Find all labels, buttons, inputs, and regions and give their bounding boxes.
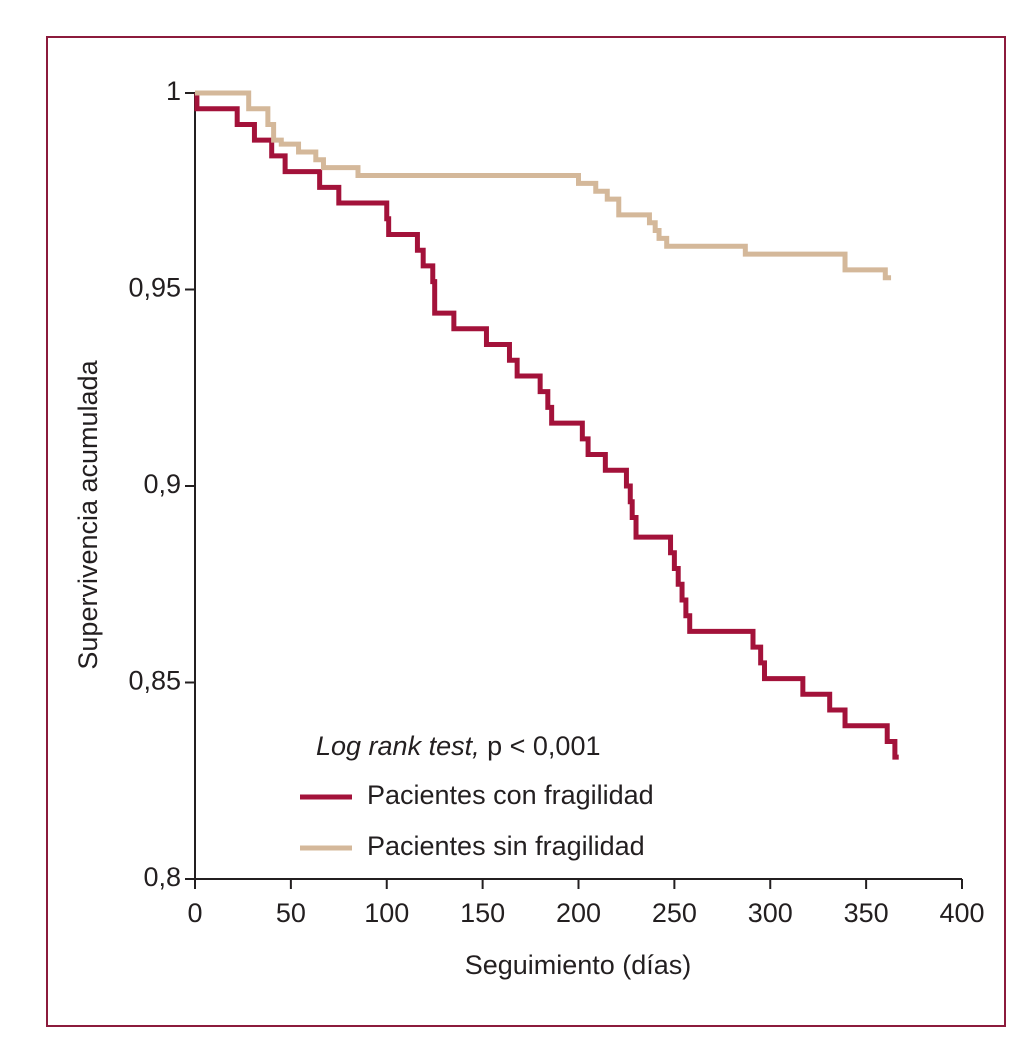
x-tick-label: 350: [844, 898, 889, 928]
annotation: Log rank test, p < 0,001: [316, 731, 600, 761]
annotation-italic: Log rank test,: [316, 731, 480, 761]
x-tick-label: 250: [652, 898, 697, 928]
x-tick-label: 0: [187, 898, 202, 928]
x-tick-label: 200: [556, 898, 601, 928]
y-axis-label: Supervivencia acumulada: [73, 359, 103, 669]
legend-label: Pacientes sin fragilidad: [367, 831, 645, 861]
x-tick-label: 400: [939, 898, 984, 928]
x-tick-label: 150: [460, 898, 505, 928]
survival-curve: [194, 90, 899, 760]
legend-label: Pacientes con fragilidad: [367, 780, 654, 810]
x-tick-label: 50: [276, 898, 306, 928]
y-tick-label: 0,8: [143, 862, 181, 892]
survival-curve: [195, 90, 892, 281]
x-tick-label: 300: [748, 898, 793, 928]
x-axis-label: Seguimiento (días): [465, 950, 692, 980]
annotation-text: p < 0,001: [487, 731, 600, 761]
frame: [46, 36, 1006, 1027]
y-tick-label: 1: [166, 76, 181, 106]
y-tick-label: 0,95: [128, 273, 181, 303]
x-tick-label: 100: [364, 898, 409, 928]
y-tick-label: 0,85: [128, 666, 181, 696]
y-tick-label: 0,9: [143, 469, 181, 499]
